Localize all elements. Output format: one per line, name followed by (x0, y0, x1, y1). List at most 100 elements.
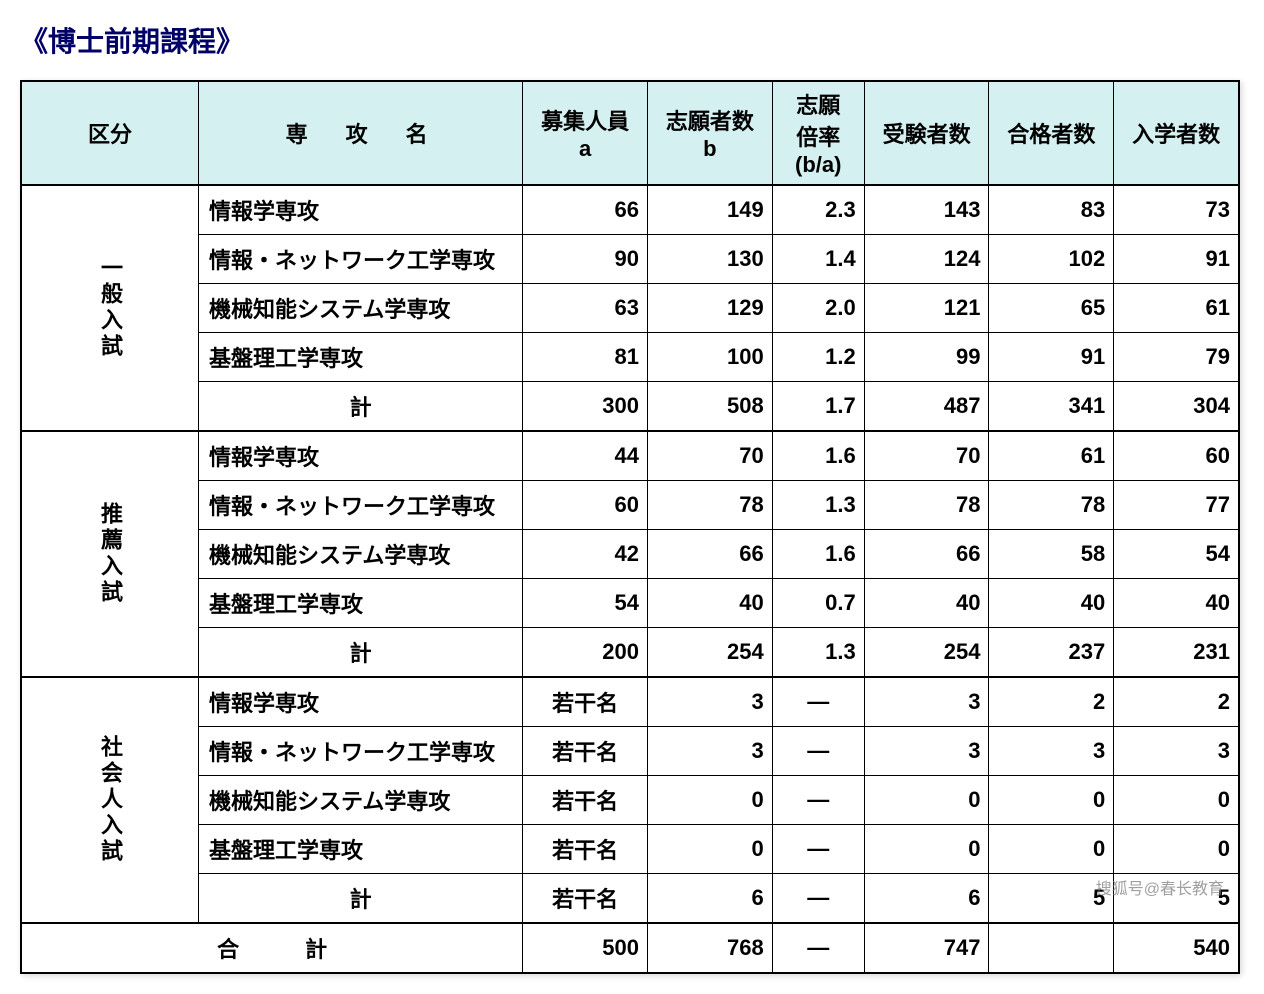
table-row: 情報・ネットワーク工学専攻 60 78 1.3 78 78 77 (21, 481, 1239, 530)
table-row: 機械知能システム学専攻 42 66 1.6 66 58 54 (21, 530, 1239, 579)
header-row: 区分 専 攻 名 募集人員 a 志願者数 b 志願 倍率 (b/a) 受験者数 … (21, 81, 1239, 185)
admissions-table: 区分 専 攻 名 募集人員 a 志願者数 b 志願 倍率 (b/a) 受験者数 … (20, 80, 1240, 974)
table-row: 情報・ネットワーク工学専攻 90 130 1.4 124 102 91 (21, 235, 1239, 284)
cell: 77 (1114, 481, 1239, 530)
cell: 3 (1114, 727, 1239, 776)
cell: 200 (523, 628, 648, 678)
col-header-kubun: 区分 (21, 81, 199, 185)
cell: 2 (1114, 677, 1239, 727)
cell: 254 (864, 628, 989, 678)
cell: — (772, 677, 864, 727)
cell (989, 923, 1114, 973)
col-header-ratio-text: 志願 倍率 (b/a) (795, 93, 841, 177)
cell: 254 (648, 628, 773, 678)
cell: 0 (989, 776, 1114, 825)
row-name: 情報学専攻 (199, 677, 523, 727)
cell: 143 (864, 185, 989, 235)
row-name: 機械知能システム学専攻 (199, 776, 523, 825)
cell: 60 (1114, 431, 1239, 481)
cell: 1.4 (772, 235, 864, 284)
cell: 0 (648, 776, 773, 825)
cell: 66 (523, 185, 648, 235)
cell: 66 (864, 530, 989, 579)
col-header-a-text: 募集人員 a (541, 109, 629, 161)
table-row: 基盤理工学専攻 若干名 0 — 0 0 0 (21, 825, 1239, 874)
cell: 102 (989, 235, 1114, 284)
table-row: 情報・ネットワーク工学専攻 若干名 3 — 3 3 3 (21, 727, 1239, 776)
cell: 73 (1114, 185, 1239, 235)
cell: 0.7 (772, 579, 864, 628)
cell: 99 (864, 333, 989, 382)
cell: 341 (989, 382, 1114, 432)
row-name: 機械知能システム学専攻 (199, 284, 523, 333)
table-row: 基盤理工学専攻 81 100 1.2 99 91 79 (21, 333, 1239, 382)
subtotal-row: 計 若干名 6 — 6 5 5 (21, 874, 1239, 924)
group-label-1: 推薦入試 (21, 431, 199, 677)
cell: 若干名 (523, 677, 648, 727)
cell: 78 (648, 481, 773, 530)
subtotal-label: 計 (199, 628, 523, 678)
cell: 54 (523, 579, 648, 628)
table-row: 社会人入試 情報学専攻 若干名 3 — 3 2 2 (21, 677, 1239, 727)
cell: 500 (523, 923, 648, 973)
cell: 300 (523, 382, 648, 432)
cell: 40 (1114, 579, 1239, 628)
cell: 304 (1114, 382, 1239, 432)
row-name: 基盤理工学専攻 (199, 825, 523, 874)
cell: 747 (864, 923, 989, 973)
cell: 237 (989, 628, 1114, 678)
cell: 2.3 (772, 185, 864, 235)
col-header-exam: 受験者数 (864, 81, 989, 185)
cell: 2 (989, 677, 1114, 727)
cell: 1.6 (772, 431, 864, 481)
col-header-ratio: 志願 倍率 (b/a) (772, 81, 864, 185)
cell: 83 (989, 185, 1114, 235)
cell: — (772, 825, 864, 874)
cell: 若干名 (523, 825, 648, 874)
cell: 70 (864, 431, 989, 481)
row-name: 情報・ネットワーク工学専攻 (199, 235, 523, 284)
cell: 0 (864, 825, 989, 874)
watermark: 搜狐号@春长教育 (1096, 875, 1224, 899)
cell: 2.0 (772, 284, 864, 333)
cell: 54 (1114, 530, 1239, 579)
cell: 79 (1114, 333, 1239, 382)
cell: 91 (1114, 235, 1239, 284)
cell: 70 (648, 431, 773, 481)
cell: 508 (648, 382, 773, 432)
cell: 若干名 (523, 727, 648, 776)
cell: 149 (648, 185, 773, 235)
total-row: 合 計 500 768 — 747 540 (21, 923, 1239, 973)
total-label: 合 計 (21, 923, 523, 973)
subtotal-row: 計 200 254 1.3 254 237 231 (21, 628, 1239, 678)
cell: 0 (1114, 776, 1239, 825)
cell: 1.6 (772, 530, 864, 579)
cell: 124 (864, 235, 989, 284)
cell: 61 (1114, 284, 1239, 333)
cell: 3 (648, 677, 773, 727)
cell: — (772, 727, 864, 776)
col-header-a: 募集人員 a (523, 81, 648, 185)
cell: 66 (648, 530, 773, 579)
cell: 1.2 (772, 333, 864, 382)
cell: 78 (989, 481, 1114, 530)
table-row: 推薦入試 情報学専攻 44 70 1.6 70 61 60 (21, 431, 1239, 481)
cell: 0 (1114, 825, 1239, 874)
cell: 231 (1114, 628, 1239, 678)
cell: 78 (864, 481, 989, 530)
table-row: 機械知能システム学専攻 63 129 2.0 121 65 61 (21, 284, 1239, 333)
cell: 1.3 (772, 628, 864, 678)
group-label-2: 社会人入試 (21, 677, 199, 923)
cell: 42 (523, 530, 648, 579)
row-name: 情報・ネットワーク工学専攻 (199, 481, 523, 530)
cell: 3 (648, 727, 773, 776)
cell: 若干名 (523, 874, 648, 924)
cell: 40 (648, 579, 773, 628)
cell: 63 (523, 284, 648, 333)
cell: 40 (864, 579, 989, 628)
row-name: 情報・ネットワーク工学専攻 (199, 727, 523, 776)
cell: 40 (989, 579, 1114, 628)
row-name: 機械知能システム学専攻 (199, 530, 523, 579)
cell: 100 (648, 333, 773, 382)
cell: 768 (648, 923, 773, 973)
